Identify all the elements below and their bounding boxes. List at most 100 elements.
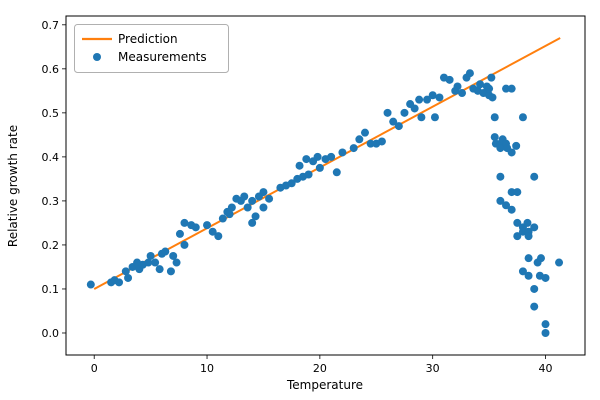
y-tick-label: 0.1: [42, 283, 60, 296]
measurement-point: [146, 251, 155, 260]
measurement-point: [175, 229, 184, 238]
measurement-point: [518, 113, 527, 122]
measurement-point: [240, 192, 249, 201]
measurement-point: [458, 89, 467, 98]
x-tick-label: 0: [91, 362, 98, 375]
measurement-point: [513, 232, 522, 241]
measurement-point: [410, 104, 419, 113]
y-tick-label: 0.0: [42, 327, 60, 340]
measurement-point: [490, 133, 499, 142]
measurement-point: [496, 196, 505, 205]
measurement-point: [523, 218, 532, 227]
x-tick-label: 30: [426, 362, 440, 375]
y-tick-label: 0.4: [42, 151, 60, 164]
measurement-point: [338, 148, 347, 157]
measurement-point: [214, 232, 223, 241]
measurement-point: [251, 212, 260, 221]
measurement-point: [430, 113, 439, 122]
measurement-point: [428, 91, 437, 100]
legend: Prediction Measurements: [74, 24, 229, 73]
measurement-point: [507, 205, 516, 214]
measurement-point: [243, 203, 252, 212]
measurement-point: [513, 218, 522, 227]
measurement-point: [360, 128, 369, 137]
measurement-point: [445, 75, 454, 84]
measurement-point: [191, 223, 200, 232]
measurement-point: [502, 84, 511, 93]
measurement-point: [315, 163, 324, 172]
measurement-point: [518, 267, 527, 276]
measurement-point: [218, 214, 227, 223]
x-tick-label: 20: [313, 362, 327, 375]
measurement-point: [227, 203, 236, 212]
measurement-point: [389, 117, 398, 126]
measurement-point: [502, 201, 511, 210]
legend-marker-sample-icon: [93, 53, 101, 61]
y-axis-label: Relative growth rate: [6, 125, 20, 247]
measurement-point: [180, 240, 189, 249]
measurement-point: [518, 227, 527, 236]
measurement-point: [524, 232, 533, 241]
measurement-point: [536, 254, 545, 263]
measurement-point: [172, 258, 181, 267]
y-tick-label: 0.2: [42, 239, 60, 252]
measurement-point: [327, 152, 336, 161]
measurement-point: [524, 271, 533, 280]
measurement-point: [383, 108, 392, 117]
measurement-point: [496, 172, 505, 181]
y-tick-label: 0.7: [42, 19, 60, 32]
axis-ticks: 0 10 20 30 40 0.0 0.1 0.2 0.3 0.4 0.5 0.6 0.7: [42, 19, 553, 375]
legend-box: [74, 24, 229, 73]
measurement-point: [541, 320, 550, 329]
measurement-point: [476, 80, 485, 89]
measurement-point: [287, 179, 296, 188]
measurement-point: [349, 144, 358, 153]
measurement-point: [259, 203, 268, 212]
measurement-point: [488, 93, 497, 102]
measurement-point: [302, 155, 311, 164]
x-tick-label: 10: [200, 362, 214, 375]
measurement-point: [180, 218, 189, 227]
measurement-point: [144, 258, 153, 267]
y-tick-label: 0.6: [42, 63, 60, 76]
measurement-point: [151, 258, 160, 267]
measurement-point: [161, 247, 170, 256]
measurement-point: [507, 188, 516, 197]
measurement-point: [541, 328, 550, 337]
measurement-point: [435, 93, 444, 102]
measurement-point: [513, 188, 522, 197]
x-tick-label: 40: [539, 362, 553, 375]
measurement-point: [355, 135, 364, 144]
measurement-point: [507, 148, 516, 157]
measurement-point: [487, 73, 496, 82]
measurement-point: [490, 113, 499, 122]
measurement-point: [248, 196, 257, 205]
measurement-point: [166, 267, 175, 276]
measurement-point: [155, 265, 164, 274]
y-tick-label: 0.5: [42, 107, 60, 120]
measurement-point: [512, 141, 521, 150]
measurement-point: [225, 210, 234, 219]
measurement-point: [304, 170, 313, 179]
measurement-point: [530, 172, 539, 181]
measurement-point: [377, 137, 386, 146]
measurement-point: [423, 95, 432, 104]
measurement-point: [203, 221, 212, 230]
measurement-point: [208, 227, 217, 236]
measurement-point: [415, 95, 424, 104]
legend-prediction-label: Prediction: [118, 32, 178, 46]
measurement-point: [530, 302, 539, 311]
measurement-point: [394, 122, 403, 131]
measurement-point: [366, 139, 375, 148]
measurement-point: [124, 273, 133, 282]
measurement-point: [295, 161, 304, 170]
legend-measurements-label: Measurements: [118, 50, 207, 64]
measurement-point: [313, 152, 322, 161]
x-axis-label: Temperature: [286, 378, 363, 392]
measurement-point: [259, 188, 268, 197]
measurement-point: [530, 223, 539, 232]
measurement-point: [485, 84, 494, 93]
y-tick-label: 0.3: [42, 195, 60, 208]
measurement-point: [496, 144, 505, 153]
